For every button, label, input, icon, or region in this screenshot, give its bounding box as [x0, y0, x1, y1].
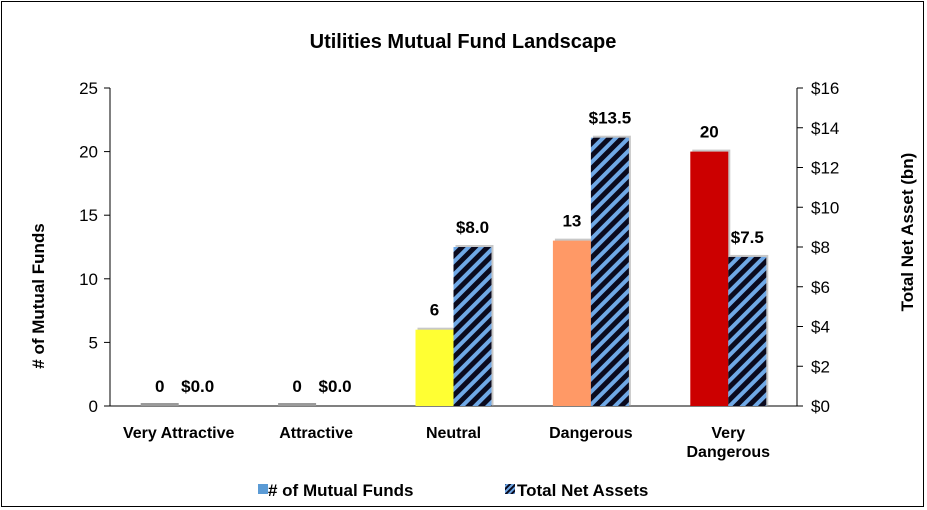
category-label: Very [711, 425, 745, 442]
data-label-net-assets: $0.0 [319, 377, 352, 396]
bar-mutual-funds [552, 240, 591, 406]
right-tick-label: $6 [811, 278, 830, 297]
right-tick-label: $12 [811, 159, 839, 178]
bars-group [140, 135, 769, 406]
data-label-net-assets: $7.5 [731, 228, 764, 247]
category-label: Dangerous [687, 444, 771, 461]
bar-net-assets [453, 247, 492, 406]
right-tick-label: $10 [811, 198, 839, 217]
left-tick-label: 20 [79, 143, 98, 162]
bar-mutual-funds [690, 151, 729, 406]
y-axis-label: # of Mutual Funds [29, 223, 48, 368]
legend: # of Mutual Funds Total Net Assets [258, 481, 648, 500]
bar-mutual-funds [140, 403, 179, 406]
right-axis-ticks: $0 $2 $4 $6 $8 $10 $12 $14 $16 [797, 79, 839, 416]
right-tick-label: $16 [811, 79, 839, 98]
category-label: Neutral [426, 425, 481, 442]
left-tick-label: 5 [89, 333, 98, 352]
data-label-net-assets: $8.0 [456, 218, 489, 237]
bar-net-assets [728, 256, 767, 406]
legend-swatch-net-assets [505, 484, 515, 494]
right-tick-label: $2 [811, 357, 830, 376]
left-axis-ticks: 0 5 10 15 20 25 [79, 79, 110, 416]
legend-label-mutual-funds: # of Mutual Funds [268, 481, 413, 500]
left-tick-label: 0 [89, 397, 98, 416]
right-tick-label: $4 [811, 318, 830, 337]
right-tick-label: $14 [811, 119, 839, 138]
category-label: Very Attractive [123, 425, 235, 442]
data-label-mutual-funds: 13 [562, 212, 581, 231]
chart-title: Utilities Mutual Fund Landscape [310, 31, 617, 53]
bar-mutual-funds [415, 329, 454, 406]
data-label-mutual-funds: 0 [155, 377, 164, 396]
left-tick-label: 25 [79, 79, 98, 98]
data-label-mutual-funds: 6 [430, 301, 439, 320]
right-tick-label: $8 [811, 238, 830, 257]
legend-swatch-mutual-funds [258, 484, 268, 494]
left-tick-label: 15 [79, 206, 98, 225]
data-label-net-assets: $0.0 [181, 377, 214, 396]
category-label: Attractive [279, 425, 353, 442]
data-labels-group: 0 $0.0 0 $0.0 6 $8.0 13 $13.5 20 $7.5 [155, 109, 764, 396]
data-label-mutual-funds: 20 [700, 123, 719, 142]
left-tick-label: 10 [79, 270, 98, 289]
legend-label-net-assets: Total Net Assets [517, 481, 648, 500]
y2-axis-label: Total Net Asset (bn) [898, 153, 917, 312]
category-label: Dangerous [549, 425, 633, 442]
data-label-net-assets: $13.5 [589, 109, 632, 128]
data-label-mutual-funds: 0 [292, 377, 301, 396]
bar-net-assets [590, 137, 629, 406]
right-tick-label: $0 [811, 397, 830, 416]
category-labels-group: Very Attractive Attractive Neutral Dangerou… [123, 425, 770, 461]
bar-mutual-funds [278, 403, 317, 406]
